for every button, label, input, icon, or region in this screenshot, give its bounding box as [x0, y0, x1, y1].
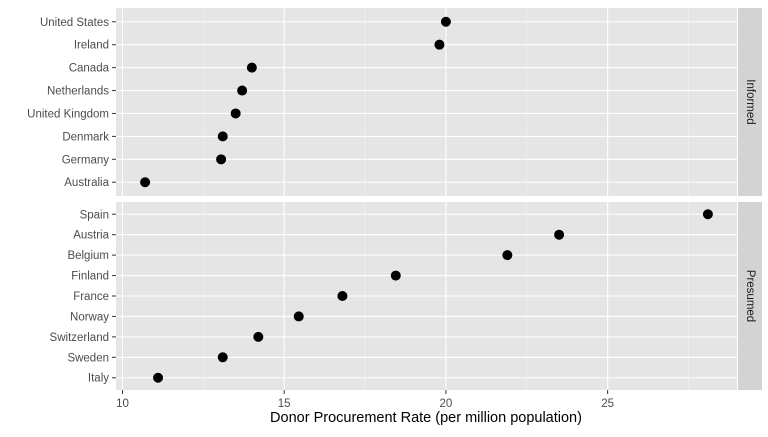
- data-point: [230, 108, 241, 119]
- data-point: [246, 62, 257, 73]
- data-point: [140, 177, 151, 188]
- facet-strip-label: Informed: [744, 79, 756, 124]
- x-tick-label: 20: [440, 398, 453, 410]
- x-axis: 10 15 20 25: [116, 390, 614, 410]
- data-point: [153, 372, 164, 383]
- panels-layer: United States Ireland Canada Netherlands Uni…: [27, 8, 762, 390]
- data-point: [502, 250, 513, 261]
- panel-presumed: Spain Austria Belgium Finland France Norway Sw…: [50, 202, 762, 390]
- category-label: Sweden: [67, 352, 109, 364]
- x-tick-label: 10: [116, 398, 129, 410]
- category-label: Denmark: [62, 131, 109, 143]
- data-point: [237, 85, 248, 96]
- facet-strip-label: Presumed: [744, 270, 756, 322]
- category-label: Netherlands: [47, 86, 109, 98]
- data-point: [217, 131, 228, 142]
- category-label: Switzerland: [50, 332, 109, 344]
- category-label: Norway: [70, 311, 109, 323]
- category-label: Canada: [69, 63, 110, 75]
- category-label: Germany: [62, 154, 110, 166]
- data-point: [217, 352, 228, 363]
- data-point: [337, 291, 348, 301]
- category-label: Belgium: [67, 250, 109, 262]
- x-tick-label: 15: [278, 398, 291, 410]
- category-label: Spain: [80, 209, 109, 221]
- category-label: United States: [40, 17, 109, 29]
- category-label: Australia: [64, 177, 109, 189]
- category-label: Austria: [73, 230, 109, 242]
- x-tick-label: 25: [601, 398, 614, 410]
- data-point: [390, 270, 401, 281]
- category-label: France: [73, 291, 109, 303]
- x-axis-title: Donor Procurement Rate (per million popu…: [270, 410, 582, 426]
- category-label: Ireland: [74, 40, 109, 52]
- data-point: [702, 209, 713, 220]
- category-label: Finland: [71, 271, 109, 283]
- data-point: [293, 311, 304, 322]
- facet-strip: [738, 202, 762, 390]
- panel-informed: United States Ireland Canada Netherlands Uni…: [27, 8, 762, 196]
- facet-strip: [738, 8, 762, 196]
- category-label: Italy: [88, 373, 109, 385]
- data-point: [434, 39, 445, 50]
- data-point: [440, 16, 451, 27]
- category-label: United Kingdom: [27, 108, 109, 120]
- data-point: [554, 229, 565, 240]
- data-point: [216, 154, 227, 165]
- panel-background: [116, 8, 737, 196]
- data-point: [253, 331, 264, 342]
